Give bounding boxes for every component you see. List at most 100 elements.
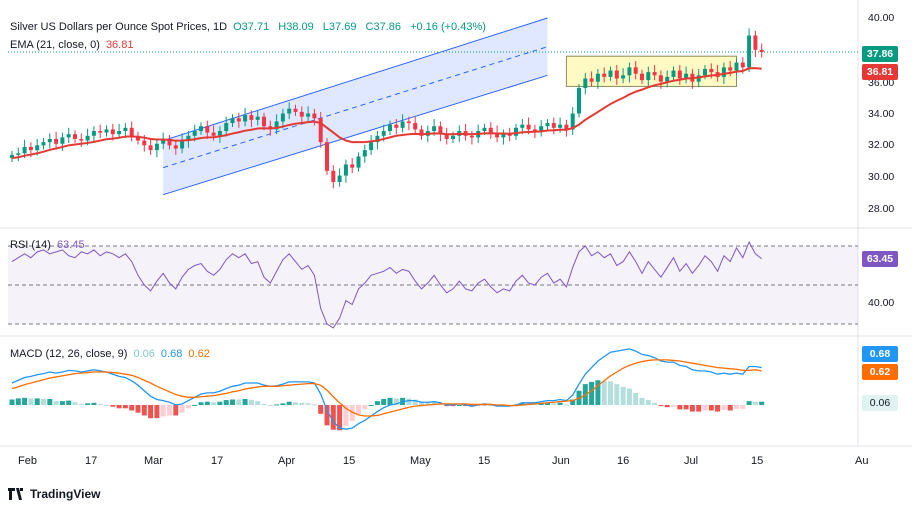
x-tick-17b: 17: [211, 455, 224, 467]
candle-body-64: [413, 123, 418, 130]
macd-hist-109: [696, 405, 702, 412]
candle-body-63: [406, 121, 411, 124]
candle-body-2: [22, 146, 27, 154]
macd-hist-3: [28, 398, 34, 405]
candle-body-16: [110, 129, 115, 135]
ema-legend[interactable]: EMA (21, close, 0) 36.81: [10, 38, 136, 52]
macd-hist-53: [343, 405, 349, 426]
macd-hist-10: [72, 402, 78, 405]
candle-body-91: [583, 78, 588, 89]
candle-body-25: [167, 138, 172, 146]
macd-hist-51: [330, 405, 336, 430]
brand-label: TradingView: [30, 487, 101, 501]
macd-badge: 0.68: [862, 346, 898, 362]
macd-hist-110: [702, 405, 708, 411]
macd-hist-28: [185, 405, 191, 409]
y-tick-34: 34.00: [868, 108, 895, 120]
x-tick-au: Au: [855, 455, 869, 467]
candle-body-50: [325, 142, 329, 171]
candle-body-119: [759, 49, 764, 53]
candle-body-117: [747, 35, 752, 68]
macd-hist-87: [557, 402, 563, 405]
tradingview-logo[interactable]: TradingView: [8, 487, 100, 501]
macd-hist-81: [519, 402, 525, 405]
candle-body-23: [154, 143, 159, 151]
macd-hist-115: [734, 405, 739, 409]
macd-hist-118: [752, 401, 758, 405]
macd-hist-86: [551, 403, 557, 405]
macd-hist-71: [456, 405, 462, 406]
candle-body-116: [740, 62, 745, 68]
ohlc-close: C37.86: [365, 21, 401, 33]
macd-hist-0: [9, 399, 15, 405]
y-tick-32: 32.00: [868, 139, 895, 151]
candle-body-29: [192, 131, 197, 136]
candle-body-22: [148, 145, 153, 151]
candle-body-85: [545, 123, 550, 127]
macd-hist-89: [570, 399, 576, 405]
candle-body-84: [539, 126, 544, 132]
price-header: Silver US Dollars per Ounce Spot Prices,…: [10, 20, 489, 34]
macd-hist-44: [286, 401, 292, 405]
candle-body-69: [444, 134, 449, 139]
channel-fill: [163, 18, 548, 195]
candle-body-83: [532, 129, 537, 132]
candle-body-24: [161, 138, 166, 144]
candle-body-98: [627, 67, 632, 76]
signal-badge: 0.62: [862, 364, 898, 380]
candle-body-58: [375, 135, 380, 143]
macd-hist-16: [110, 405, 116, 407]
macd-hist-7: [53, 401, 59, 405]
macd-hist-27: [179, 405, 185, 413]
candle-body-15: [104, 129, 109, 133]
macd-hist-20: [135, 405, 141, 413]
rsi-tick-40: 40.00: [868, 297, 895, 309]
macd-hist-25: [167, 405, 172, 416]
x-tick-17a: 17: [85, 455, 98, 467]
macd-hist-14: [97, 403, 103, 405]
candle-body-9: [66, 134, 71, 138]
candle-body-39: [255, 116, 260, 120]
candle-body-73: [469, 135, 474, 138]
candle-body-104: [665, 76, 670, 82]
last-price-badge: 37.86: [862, 46, 898, 62]
macd-legend[interactable]: MACD (12, 26, close, 9) 0.06 0.68 0.62: [10, 347, 213, 361]
macd-hist-112: [715, 405, 721, 412]
ema-line: [11, 67, 762, 160]
channel-mid-line: [163, 46, 548, 169]
macd-hist-41: [267, 405, 273, 406]
rsi-legend[interactable]: RSI (14) 63.45: [10, 238, 88, 252]
macd-hist-108: [689, 405, 695, 412]
rsi-badge: 63.45: [862, 251, 898, 267]
x-tick-jul: Jul: [684, 455, 699, 467]
candle-body-1: [16, 153, 21, 155]
candle-body-21: [142, 140, 147, 146]
macd-hist-17: [116, 405, 122, 409]
macd-hist-111: [708, 405, 714, 411]
macd-hist-101: [645, 400, 651, 405]
x-tick-feb: Feb: [18, 455, 37, 467]
candle-body-17: [117, 131, 122, 135]
macd-hist-56: [362, 405, 368, 410]
macd-hist-88: [563, 404, 569, 406]
macd-hist-40: [261, 403, 267, 405]
macd-hist-54: [349, 405, 355, 421]
macd-hist-6: [47, 398, 53, 405]
candle-body-40: [262, 116, 266, 127]
candle-body-35: [230, 118, 235, 124]
macd-label: MACD (12, 26, close, 9): [10, 348, 128, 360]
candle-body-75: [482, 127, 487, 132]
signal-line: [11, 359, 762, 417]
ema-badge: 36.81: [862, 64, 898, 80]
candle-body-28: [186, 135, 191, 141]
symbol-title[interactable]: Silver US Dollars per Ounce Spot Prices,…: [10, 21, 228, 33]
macd-hist-23: [154, 405, 160, 419]
candle-body-107: [684, 73, 689, 79]
candle-body-93: [595, 73, 600, 82]
macd-hist-9: [66, 400, 72, 405]
rsi-line: [11, 240, 763, 329]
candle-body-110: [703, 68, 707, 76]
macd-hist-67: [431, 402, 437, 405]
candle-body-57: [369, 142, 374, 151]
